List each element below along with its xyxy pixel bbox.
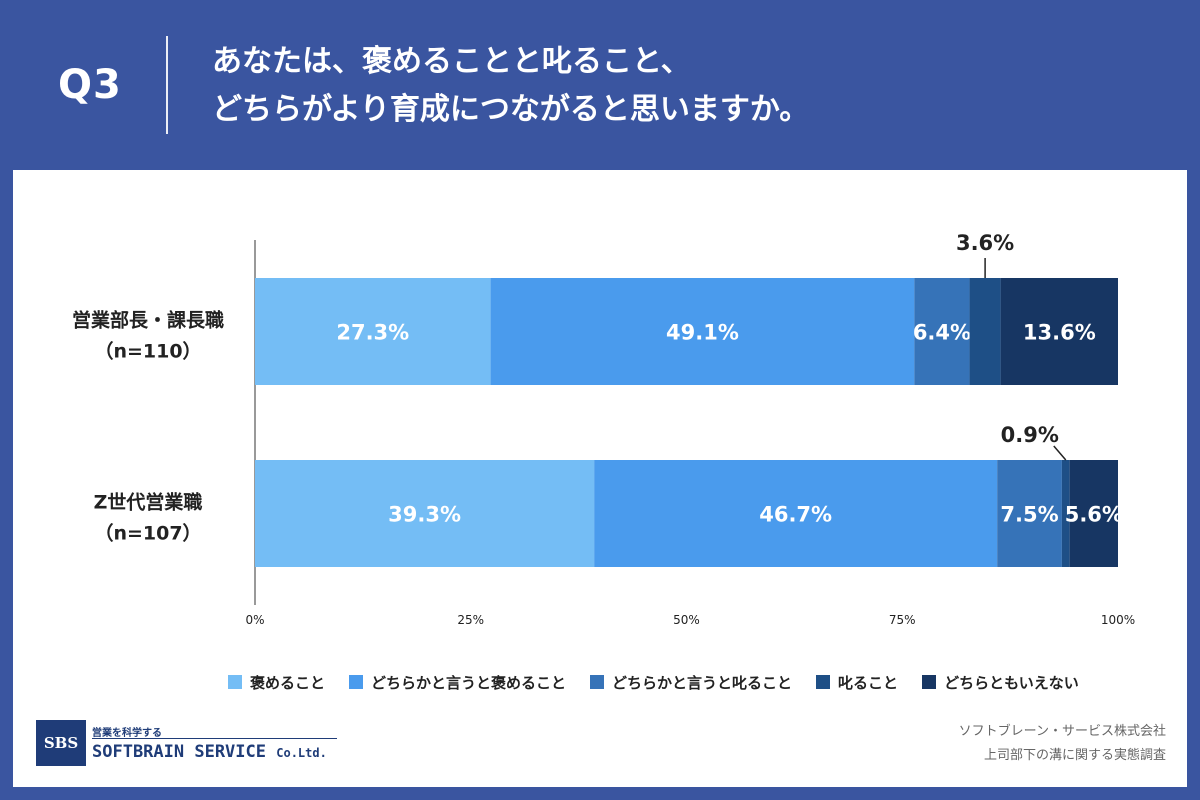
legend-label: どちらかと言うと褒めること bbox=[371, 673, 567, 692]
legend-label: 褒めること bbox=[250, 673, 326, 692]
logo-mark: SBS bbox=[36, 720, 86, 766]
header-divider bbox=[166, 36, 168, 134]
header: Q3 あなたは、褒めることと叱ること、 どちらがより育成につながると思いますか。 bbox=[0, 0, 1200, 170]
category-sample-size: （n=107） bbox=[94, 522, 201, 545]
logo-suffix: Co.Ltd. bbox=[276, 746, 327, 760]
callout-leader bbox=[1053, 445, 1067, 461]
legend-swatch bbox=[922, 675, 937, 689]
x-tick-label: 0% bbox=[245, 613, 264, 627]
bar-segment bbox=[914, 278, 970, 385]
legend-label: 叱ること bbox=[838, 673, 899, 692]
legend-swatch bbox=[228, 675, 242, 689]
data-label-callout: 3.6% bbox=[956, 231, 1014, 255]
logo-rule bbox=[92, 738, 337, 739]
bar-segment bbox=[255, 278, 491, 385]
data-label: 27.3% bbox=[336, 321, 409, 345]
data-label: 6.4% bbox=[913, 321, 971, 345]
legend-swatch bbox=[349, 675, 364, 689]
question-number: Q3 bbox=[58, 62, 122, 108]
legend-item: 叱ること bbox=[816, 672, 898, 693]
x-tick-label: 50% bbox=[673, 613, 700, 627]
bar-segment bbox=[1000, 278, 1118, 385]
bar-segment bbox=[1069, 460, 1118, 567]
source-note: ソフトブレーン・サービス株式会社 上司部下の溝に関する実態調査 bbox=[959, 720, 1166, 768]
legend-item: 褒めること bbox=[228, 672, 325, 693]
legend-label: どちらともいえない bbox=[944, 673, 1079, 692]
legend-item: どちらかと言うと褒めること bbox=[349, 672, 566, 693]
question-text: あなたは、褒めることと叱ること、 どちらがより育成につながると思いますか。 bbox=[212, 38, 809, 134]
x-tick-label: 100% bbox=[1101, 613, 1135, 627]
source-survey: 上司部下の溝に関する実態調査 bbox=[983, 748, 1166, 763]
legend-label: どちらかと言うと叱ること bbox=[612, 673, 793, 692]
legend-swatch bbox=[816, 675, 831, 689]
legend-item: どちらともいえない bbox=[922, 672, 1079, 693]
data-label: 5.6% bbox=[1065, 503, 1123, 527]
data-label: 13.6% bbox=[1023, 321, 1096, 345]
bar-segment bbox=[969, 278, 1001, 385]
x-tick-label: 25% bbox=[457, 613, 484, 627]
category-label: Z世代営業職 bbox=[94, 491, 203, 514]
category-label: 営業部長・課長職 bbox=[72, 309, 224, 332]
source-company: ソフトブレーン・サービス株式会社 bbox=[958, 724, 1166, 739]
bar-segment bbox=[255, 460, 595, 567]
category-sample-size: （n=110） bbox=[94, 340, 201, 363]
x-tick-label: 75% bbox=[889, 613, 916, 627]
bar-segment bbox=[997, 460, 1062, 567]
logo-wordmark: SOFTBRAIN SERVICE Co.Ltd. bbox=[92, 742, 327, 762]
data-label-callout: 0.9% bbox=[1001, 423, 1059, 447]
logo-company-name: SOFTBRAIN SERVICE bbox=[92, 742, 266, 762]
data-label: 39.3% bbox=[388, 503, 461, 527]
data-label: 46.7% bbox=[759, 503, 832, 527]
bar-segment bbox=[594, 460, 998, 567]
data-label: 49.1% bbox=[666, 321, 739, 345]
question-line-2: どちらがより育成につながると思いますか。 bbox=[212, 92, 810, 127]
legend-swatch bbox=[590, 675, 605, 689]
data-label: 7.5% bbox=[1000, 503, 1058, 527]
chart-legend: 褒めること どちらかと言うと褒めること どちらかと言うと叱ること 叱ること どちらともい… bbox=[228, 670, 1079, 694]
logo-tagline: 営業を科学する bbox=[92, 728, 162, 739]
stacked-bar-chart: 0% 25% 50% 75% 100% 営業部長・課長職 （n=110） Z世代営業職 （n=1… bbox=[72, 231, 1135, 627]
bar-segment bbox=[490, 278, 915, 385]
legend-item: どちらかと言うと叱ること bbox=[590, 672, 792, 693]
question-line-1: あなたは、褒めることと叱ること、 bbox=[212, 44, 691, 79]
bar-segment bbox=[1061, 460, 1070, 567]
